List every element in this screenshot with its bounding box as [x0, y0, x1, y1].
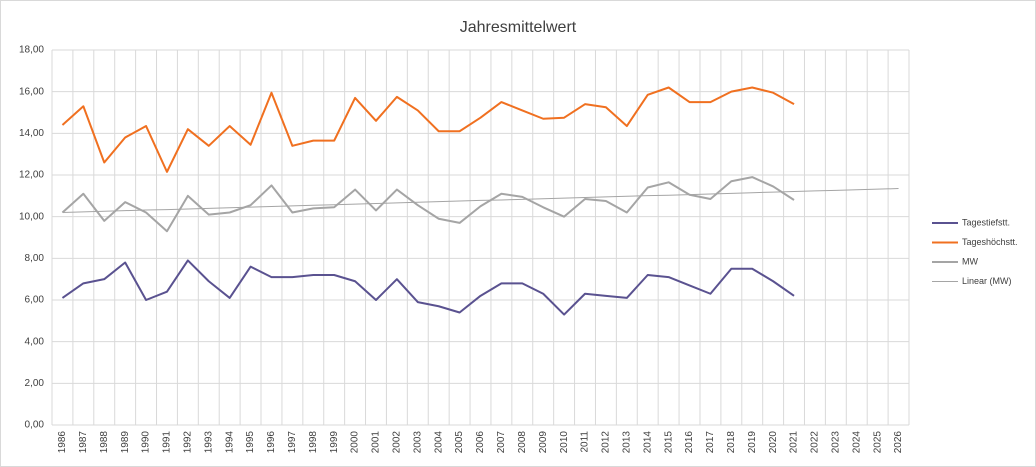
chart-title: Jahresmittelwert — [460, 19, 577, 36]
y-tick-label: 18,00 — [19, 45, 44, 56]
x-tick-label: 1998 — [308, 431, 319, 454]
x-tick-label: 2016 — [684, 431, 695, 454]
x-tick-label: 1992 — [183, 431, 194, 454]
x-tick-label: 1988 — [99, 431, 110, 454]
x-tick-label: 1994 — [224, 431, 235, 454]
x-tick-label: 2026 — [893, 431, 904, 454]
series-line — [61, 259, 795, 316]
x-tick-label: 2005 — [454, 431, 465, 454]
x-tick-label: 2025 — [872, 431, 883, 454]
x-tick-label: 2018 — [726, 431, 737, 454]
y-tick-label: 10,00 — [19, 211, 44, 222]
x-tick-label: 2010 — [559, 431, 570, 454]
y-tick-label: 12,00 — [19, 170, 44, 181]
x-tick-label: 2007 — [496, 431, 507, 454]
y-tick-label: 4,00 — [25, 336, 45, 347]
x-tick-label: 2006 — [475, 431, 486, 454]
x-tick-label: 2009 — [538, 431, 549, 454]
x-tick-label: 2019 — [747, 431, 758, 454]
x-tick-label: 2000 — [350, 431, 361, 454]
x-tick-label: 2023 — [830, 431, 841, 454]
x-tick-label: 1987 — [78, 431, 89, 454]
x-tick-label: 2012 — [601, 431, 612, 454]
series-line — [62, 188, 899, 213]
x-tick-label: 1995 — [245, 431, 256, 454]
x-tick-label: 2008 — [517, 431, 528, 454]
legend-label: Tageshöchstt. — [962, 237, 1018, 247]
y-tick-label: 14,00 — [19, 128, 44, 139]
series-line — [61, 176, 795, 233]
x-tick-label: 2015 — [663, 431, 674, 454]
y-tick-label: 0,00 — [25, 420, 45, 431]
y-tick-label: 2,00 — [25, 378, 45, 389]
series-line — [61, 86, 795, 173]
y-tick-label: 6,00 — [25, 295, 45, 306]
x-tick-label: 1991 — [162, 431, 173, 454]
x-tick-label: 2021 — [789, 431, 800, 454]
x-tick-label: 2002 — [392, 431, 403, 454]
x-tick-label: 1999 — [329, 431, 340, 454]
legend-label: MW — [962, 256, 978, 266]
x-tick-label: 2013 — [621, 431, 632, 454]
x-tick-label: 2014 — [642, 431, 653, 454]
legend-label: Linear (MW) — [962, 276, 1012, 286]
x-tick-label: 2011 — [580, 431, 591, 453]
x-tick-label: 2003 — [412, 431, 423, 454]
x-tick-label: 2004 — [433, 431, 444, 454]
x-tick-label: 2020 — [768, 431, 779, 454]
y-tick-label: 16,00 — [19, 86, 44, 97]
x-tick-label: 2024 — [851, 431, 862, 454]
x-tick-label: 2017 — [705, 431, 716, 454]
x-tick-label: 1997 — [287, 431, 298, 454]
x-tick-label: 1990 — [141, 431, 152, 454]
x-tick-label: 1989 — [120, 431, 131, 454]
x-tick-label: 2001 — [371, 431, 382, 454]
x-tick-label: 2022 — [810, 431, 821, 454]
x-tick-label: 1993 — [203, 431, 214, 454]
x-tick-label: 1996 — [266, 431, 277, 454]
y-tick-label: 8,00 — [25, 253, 45, 264]
x-tick-label: 1986 — [57, 431, 68, 454]
legend-label: Tagestiefstt. — [962, 217, 1010, 227]
